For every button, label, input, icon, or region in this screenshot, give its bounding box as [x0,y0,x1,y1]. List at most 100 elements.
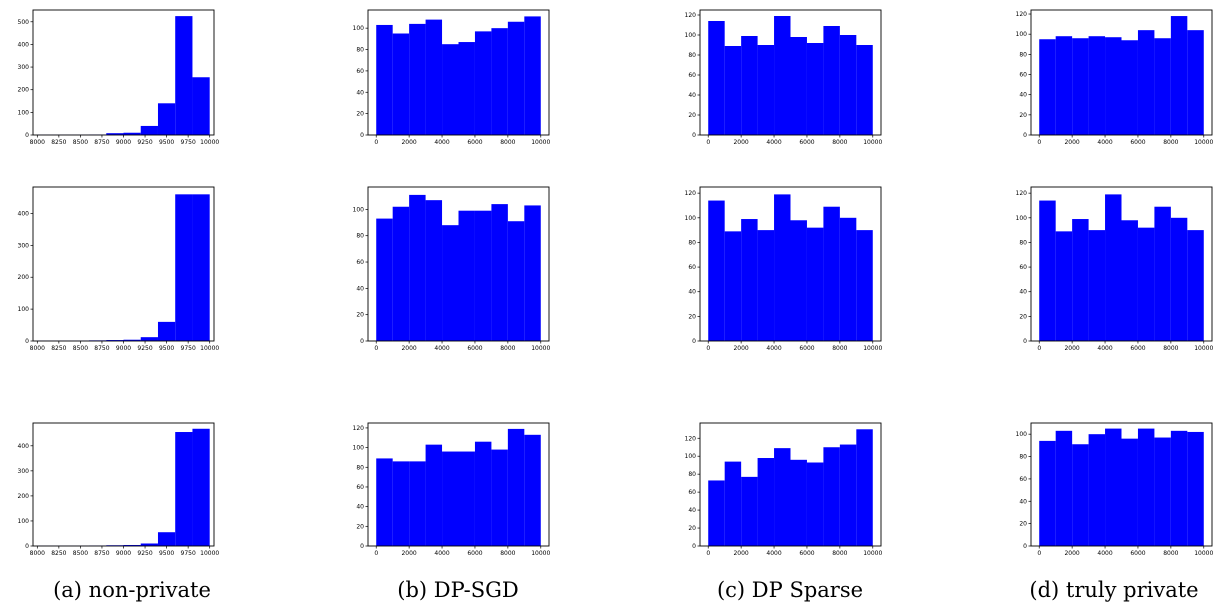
x-tick-label: 2000 [733,550,748,557]
histogram-bar [392,461,410,546]
histogram-panel-a2: 8000 8250 8500 8750 9000 9250 9500 9750 10000 0 10… [18,186,219,352]
histogram-bar [409,23,426,136]
histogram-bar [774,448,791,546]
x-tick-label: 2000 [1064,139,1079,146]
x-tick-label: 8000 [832,345,847,352]
histogram-bar [192,428,210,546]
histogram-bar [458,451,475,546]
x-tick-label: 10000 [200,550,219,557]
y-tick-label: 80 [688,239,696,246]
y-tick-label: 100 [685,215,697,222]
histogram-bar [425,200,443,341]
x-tick-label: 10000 [1194,345,1213,352]
x-tick-label: 10000 [531,345,550,352]
x-tick-label: 8000 [500,345,515,352]
histogram-bar [442,451,459,546]
histogram-bar [708,21,725,135]
y-tick-label: 100 [1016,431,1028,438]
y-tick-label: 80 [1019,454,1027,461]
y-tick-label: 120 [685,435,697,442]
histogram-bar [1055,430,1073,546]
y-tick-label: 100 [18,306,30,313]
x-tick-label: 9750 [181,345,196,352]
y-tick-label: 40 [1019,289,1027,296]
histogram-bar [806,462,824,546]
plot-frame [1030,422,1213,547]
x-tick-label: 8250 [51,550,66,557]
caption-non-private: (a) non-private [22,578,242,602]
x-tick-label: 2000 [401,345,416,352]
x-tick-label: 6000 [799,139,814,146]
caption-label: (b) [397,578,428,602]
x-tick-label: 4000 [1097,345,1112,352]
histogram-bar [774,194,791,341]
histogram-bar [741,36,758,135]
x-tick-label: 9500 [159,345,174,352]
histogram-bar [106,340,124,341]
histogram-bar [1187,431,1204,546]
x-tick-label: 9500 [159,550,174,557]
y-tick-label: 20 [1019,521,1027,528]
y-tick-label: 0 [25,338,29,345]
histogram-bar [806,43,824,135]
x-tick-label: 0 [1037,345,1041,352]
x-tick-label: 6000 [1130,550,1145,557]
y-tick-label: 60 [356,259,364,266]
histogram-bar [1088,36,1106,135]
histogram-bar [741,476,758,546]
y-tick-label: 100 [18,518,30,525]
histogram-bar [724,46,742,135]
y-tick-label: 120 [685,12,697,19]
y-tick-label: 100 [353,445,365,452]
plot-frame [367,422,550,547]
histogram-bar [1088,230,1106,341]
x-tick-label: 2000 [401,550,416,557]
y-tick-label: 100 [353,25,365,32]
x-tick-label: 2000 [733,345,748,352]
histogram-panel-d3: 0 2000 4000 6000 8000 10000 0 20 40 60 80 100 [1016,422,1213,557]
y-tick-label: 60 [1019,72,1027,79]
plot-frame [1030,186,1213,342]
histogram-bar [409,194,426,341]
x-tick-label: 4000 [1097,139,1112,146]
histogram-bar [157,532,176,546]
x-tick-label: 8000 [1163,550,1178,557]
histogram-bar [1055,231,1073,341]
x-tick-label: 4000 [766,550,781,557]
x-tick-label: 10000 [531,550,550,557]
histogram-bar [1072,38,1089,135]
caption-truly-private: (d) truly private [1004,578,1224,602]
x-tick-label: 6000 [1130,139,1145,146]
histogram-bar [708,480,725,546]
histogram-bar [856,230,873,341]
histogram-panel-d1: 0 2000 4000 6000 8000 10000 0 20 40 60 80 100 120 [1016,9,1213,146]
histogram-bar [1105,428,1122,546]
x-tick-label: 10000 [200,345,219,352]
histogram-bar [376,458,393,546]
histogram-bar [1137,227,1155,341]
y-tick-label: 80 [688,52,696,59]
y-tick-label: 120 [353,425,365,432]
x-tick-label: 8500 [73,345,88,352]
histogram-bar [507,428,525,546]
x-tick-label: 8000 [1163,345,1178,352]
x-tick-label: 9250 [137,139,152,146]
histogram-bar [839,35,857,135]
histogram-bar [474,31,492,135]
y-tick-label: 60 [1019,476,1027,483]
x-tick-label: 9250 [137,550,152,557]
x-tick-label: 0 [1037,139,1041,146]
histogram-bar [123,132,141,135]
y-tick-label: 300 [18,468,30,475]
plot-frame [699,422,882,547]
x-tick-label: 0 [706,139,710,146]
y-tick-label: 80 [1019,51,1027,58]
plot-frame [699,9,882,136]
y-tick-label: 0 [25,543,29,550]
x-tick-label: 9250 [137,345,152,352]
x-tick-label: 8750 [94,345,109,352]
x-tick-label: 10000 [863,550,882,557]
histogram-bar [524,434,541,546]
x-tick-label: 8000 [1163,139,1178,146]
y-tick-label: 200 [18,274,30,281]
